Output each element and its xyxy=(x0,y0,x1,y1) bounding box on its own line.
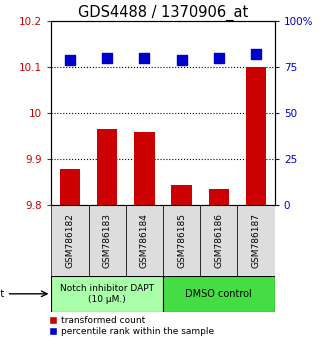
Bar xyxy=(163,205,200,276)
Bar xyxy=(200,205,237,276)
Bar xyxy=(51,205,88,276)
Bar xyxy=(97,129,118,205)
Text: Notch inhibitor DAPT
(10 μM.): Notch inhibitor DAPT (10 μM.) xyxy=(60,284,154,303)
Text: agent: agent xyxy=(0,289,5,299)
Point xyxy=(254,52,259,57)
Bar xyxy=(51,276,163,312)
Bar xyxy=(60,169,80,205)
Bar xyxy=(171,184,192,205)
Bar xyxy=(209,189,229,205)
Bar xyxy=(246,67,266,205)
Text: GSM786182: GSM786182 xyxy=(66,213,74,268)
Point xyxy=(179,57,184,63)
Bar xyxy=(237,205,275,276)
Point xyxy=(216,55,221,61)
Text: GSM786186: GSM786186 xyxy=(214,213,223,268)
Bar xyxy=(163,276,275,312)
Bar xyxy=(134,132,155,205)
Bar xyxy=(126,205,163,276)
Legend: transformed count, percentile rank within the sample: transformed count, percentile rank withi… xyxy=(49,316,214,336)
Point xyxy=(105,55,110,61)
Text: DMSO control: DMSO control xyxy=(185,289,252,299)
Text: GSM786187: GSM786187 xyxy=(252,213,260,268)
Text: GSM786184: GSM786184 xyxy=(140,213,149,268)
Title: GDS4488 / 1370906_at: GDS4488 / 1370906_at xyxy=(78,5,248,21)
Point xyxy=(67,57,72,63)
Bar xyxy=(88,205,126,276)
Text: GSM786185: GSM786185 xyxy=(177,213,186,268)
Point xyxy=(142,55,147,61)
Text: GSM786183: GSM786183 xyxy=(103,213,112,268)
